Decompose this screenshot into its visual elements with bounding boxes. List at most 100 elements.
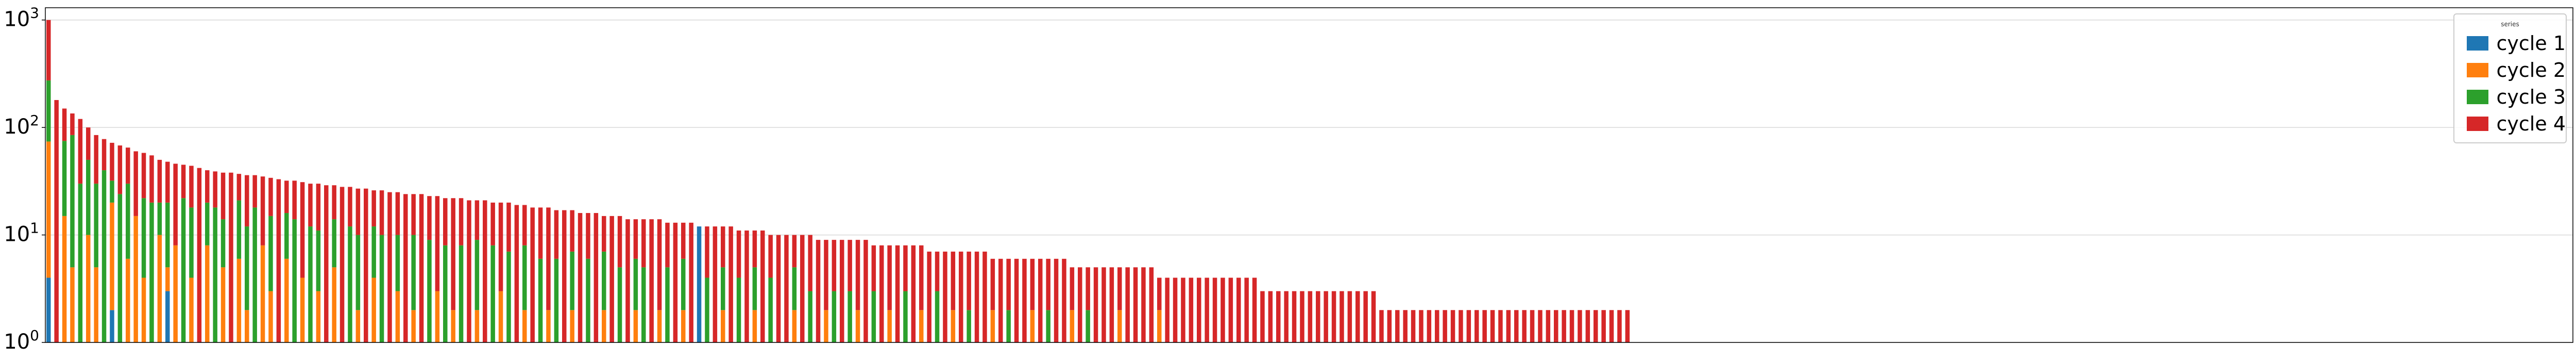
bar-segment-cycle-4 bbox=[705, 226, 709, 278]
bar-segment-cycle-3 bbox=[245, 226, 249, 310]
bar-segment-cycle-4 bbox=[1482, 310, 1487, 342]
bar-segment-cycle-4 bbox=[443, 198, 448, 245]
bar-segment-cycle-2 bbox=[570, 310, 574, 342]
legend-item-cycle-1: cycle 1 bbox=[2454, 30, 2566, 57]
bar-segment-cycle-4 bbox=[252, 175, 257, 208]
bar-segment-cycle-4 bbox=[1038, 258, 1043, 342]
bar-segment-cycle-4 bbox=[117, 145, 123, 194]
bar-segment-cycle-4 bbox=[340, 187, 345, 342]
bar-segment-cycle-4 bbox=[435, 196, 440, 291]
bar-segment-cycle-4 bbox=[1244, 277, 1249, 342]
bar-segment-cycle-4 bbox=[1006, 258, 1011, 310]
bar-segment-cycle-4 bbox=[1300, 291, 1304, 342]
bar-segment-cycle-4 bbox=[236, 174, 242, 201]
bar-segment-cycle-4 bbox=[1578, 310, 1582, 342]
bar-segment-cycle-3 bbox=[602, 251, 606, 310]
bar-segment-cycle-4 bbox=[1260, 291, 1265, 342]
bar-segment-cycle-4 bbox=[1252, 277, 1257, 342]
legend-label: cycle 2 bbox=[2496, 59, 2566, 81]
bar-segment-cycle-2 bbox=[300, 277, 305, 342]
bar-segment-cycle-3 bbox=[617, 267, 622, 342]
legend: series cycle 1 cycle 2 cycle 3 cycle 4 bbox=[2453, 13, 2567, 143]
bar-segment-cycle-4 bbox=[673, 222, 678, 342]
bar-segment-cycle-4 bbox=[157, 159, 162, 203]
bar-segment-cycle-2 bbox=[110, 202, 114, 310]
bar-segment-cycle-3 bbox=[94, 184, 98, 268]
bar-segment-cycle-4 bbox=[1498, 310, 1503, 342]
bar-segment-cycle-3 bbox=[126, 184, 130, 259]
bar-segment-cycle-4 bbox=[816, 240, 821, 342]
bar-segment-cycle-2 bbox=[245, 310, 249, 342]
bar-segment-cycle-2 bbox=[86, 235, 91, 342]
bar-segment-cycle-4 bbox=[1522, 310, 1527, 342]
bar-segment-cycle-3 bbox=[110, 180, 114, 203]
bar-segment-cycle-4 bbox=[1284, 291, 1289, 342]
bar-segment-cycle-4 bbox=[411, 194, 416, 235]
bar-segment-cycle-3 bbox=[117, 194, 123, 342]
bar-segment-cycle-4 bbox=[871, 245, 876, 291]
bar-segment-cycle-2 bbox=[1070, 310, 1075, 342]
bar-segment-cycle-3 bbox=[268, 216, 273, 291]
bar-segment-cycle-3 bbox=[411, 235, 416, 310]
bar-segment-cycle-4 bbox=[1046, 258, 1050, 310]
bar-segment-cycle-2 bbox=[919, 310, 924, 342]
bar-segment-cycle-4 bbox=[824, 240, 828, 310]
bar-segment-cycle-4 bbox=[229, 172, 233, 342]
bar-segment-cycle-1 bbox=[697, 226, 702, 342]
bar-segment-cycle-3 bbox=[205, 202, 210, 245]
bar-segment-cycle-3 bbox=[165, 202, 170, 268]
bar-segment-cycle-3 bbox=[149, 202, 154, 342]
bar-segment-cycle-4 bbox=[1292, 291, 1297, 342]
bar-segment-cycle-4 bbox=[1546, 310, 1551, 342]
bar-segment-cycle-4 bbox=[245, 175, 249, 227]
bar-segment-cycle-4 bbox=[1403, 310, 1408, 342]
bar-segment-cycle-4 bbox=[1475, 310, 1479, 342]
bar-segment-cycle-3 bbox=[101, 170, 107, 342]
bar-segment-cycle-4 bbox=[1340, 291, 1344, 342]
bar-segment-cycle-1 bbox=[165, 291, 170, 342]
bar-segment-cycle-4 bbox=[562, 210, 567, 342]
bar-segment-cycle-2 bbox=[268, 291, 273, 342]
bar-segment-cycle-4 bbox=[459, 198, 464, 245]
bar-segment-cycle-3 bbox=[554, 258, 559, 342]
bar-segment-cycle-4 bbox=[427, 196, 432, 240]
bar-segment-cycle-3 bbox=[395, 235, 400, 291]
bar-segment-cycle-2 bbox=[752, 310, 757, 342]
bar-segment-cycle-4 bbox=[1308, 291, 1313, 342]
bar-segment-cycle-2 bbox=[157, 235, 162, 342]
bar-segment-cycle-4 bbox=[403, 194, 408, 342]
y-axis-ticks: 100 101 102 103 bbox=[4, 5, 45, 354]
bar-segment-cycle-4 bbox=[141, 153, 146, 199]
bar-segment-cycle-3 bbox=[832, 291, 837, 342]
bar-segment-cycle-4 bbox=[221, 172, 226, 220]
bar-segment-cycle-3 bbox=[62, 141, 67, 216]
y-tick-label: 101 bbox=[4, 220, 39, 247]
bar-segment-cycle-4 bbox=[895, 245, 900, 342]
bar-segment-cycle-4 bbox=[800, 235, 805, 342]
bar-segment-cycle-4 bbox=[609, 216, 614, 342]
bar-segment-cycle-4 bbox=[776, 235, 781, 342]
bar-segment-cycle-4 bbox=[371, 190, 376, 227]
bar-segment-cycle-4 bbox=[570, 210, 574, 252]
y-tick-label: 102 bbox=[4, 112, 39, 139]
bar-segment-cycle-4 bbox=[990, 258, 995, 310]
bar-segment-cycle-4 bbox=[483, 200, 487, 342]
bar-segment-cycle-4 bbox=[911, 245, 916, 342]
bar-segment-cycle-3 bbox=[46, 80, 51, 142]
bar-segment-cycle-4 bbox=[1228, 277, 1233, 342]
bar-segment-cycle-4 bbox=[951, 251, 956, 310]
bar-segment-cycle-4 bbox=[149, 155, 154, 203]
bar-segment-cycle-4 bbox=[490, 202, 495, 245]
legend-item-cycle-2: cycle 2 bbox=[2454, 57, 2566, 84]
bar-segment-cycle-3 bbox=[808, 291, 812, 342]
bar-segment-cycle-3 bbox=[213, 207, 217, 342]
bar-segment-cycle-4 bbox=[1538, 310, 1543, 342]
bar-segment-cycle-4 bbox=[1157, 277, 1162, 310]
bar-segment-cycle-4 bbox=[498, 202, 503, 291]
bar-segment-cycle-4 bbox=[1212, 277, 1217, 342]
bar-segment-cycle-4 bbox=[506, 202, 511, 252]
bar-segment-cycle-4 bbox=[530, 207, 535, 342]
bars bbox=[46, 20, 1630, 342]
bar-segment-cycle-2 bbox=[70, 267, 75, 342]
bar-segment-cycle-3 bbox=[78, 184, 83, 342]
